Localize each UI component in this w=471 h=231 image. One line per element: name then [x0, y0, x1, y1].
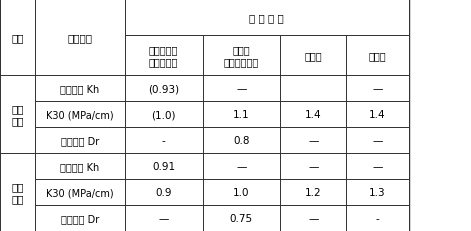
- Text: 1.4: 1.4: [305, 110, 322, 120]
- Bar: [125, 154, 203, 179]
- Text: 细粒土和粉
砂、改良土: 细粒土和粉 砂、改良土: [149, 45, 179, 67]
- Bar: [35, 154, 125, 179]
- Bar: [346, 128, 409, 154]
- Text: 碎石类: 碎石类: [369, 51, 386, 61]
- Bar: [0, 179, 35, 205]
- Bar: [35, 128, 125, 154]
- Text: 1.4: 1.4: [369, 110, 386, 120]
- Text: —: —: [308, 136, 318, 146]
- Text: 0.9: 0.9: [155, 187, 172, 197]
- Text: 1.2: 1.2: [305, 187, 322, 197]
- Bar: [203, 179, 280, 205]
- Bar: [0, 205, 35, 231]
- Bar: [0, 154, 35, 179]
- Bar: [125, 102, 203, 128]
- Text: 位置: 位置: [11, 33, 24, 43]
- Bar: [203, 76, 280, 102]
- Text: 相对密度 Dr: 相对密度 Dr: [61, 213, 99, 223]
- Bar: [203, 36, 280, 76]
- Bar: [346, 179, 409, 205]
- Bar: [0, 0, 35, 76]
- Bar: [346, 205, 409, 231]
- Bar: [280, 128, 346, 154]
- Bar: [280, 76, 346, 102]
- Bar: [125, 179, 203, 205]
- Bar: [125, 76, 203, 102]
- Bar: [35, 76, 125, 102]
- Text: -: -: [376, 213, 379, 223]
- Bar: [203, 154, 280, 179]
- Text: 压实系数 Kh: 压实系数 Kh: [60, 161, 100, 171]
- Bar: [0, 76, 35, 154]
- Bar: [0, 102, 35, 128]
- Text: 基床
底层: 基床 底层: [11, 182, 24, 203]
- Text: 基床
表层: 基床 表层: [11, 104, 24, 126]
- Bar: [346, 102, 409, 128]
- Bar: [280, 205, 346, 231]
- Text: (0.93): (0.93): [148, 84, 179, 94]
- Bar: [0, 0, 409, 231]
- Text: 相对密度 Dr: 相对密度 Dr: [61, 136, 99, 146]
- Text: 1.0: 1.0: [233, 187, 250, 197]
- Bar: [125, 36, 203, 76]
- Text: 填 料 类 别: 填 料 类 别: [250, 13, 284, 23]
- Text: 压实系数 Kh: 压实系数 Kh: [60, 84, 100, 94]
- Text: —: —: [372, 161, 383, 171]
- Text: 1.3: 1.3: [369, 187, 386, 197]
- Bar: [346, 36, 409, 76]
- Text: K30 (MPa/cm): K30 (MPa/cm): [46, 187, 114, 197]
- Bar: [35, 102, 125, 128]
- Text: K30 (MPa/cm): K30 (MPa/cm): [46, 110, 114, 120]
- Bar: [280, 102, 346, 128]
- Text: 压实指标: 压实指标: [67, 33, 93, 43]
- Text: —: —: [236, 161, 247, 171]
- Text: (1.0): (1.0): [151, 110, 176, 120]
- Bar: [280, 36, 346, 76]
- Text: 砾石类: 砾石类: [304, 51, 322, 61]
- Text: —: —: [158, 213, 169, 223]
- Bar: [125, 0, 409, 36]
- Bar: [35, 179, 125, 205]
- Bar: [280, 154, 346, 179]
- Text: —: —: [308, 161, 318, 171]
- Bar: [35, 205, 125, 231]
- Bar: [125, 128, 203, 154]
- Text: 0.91: 0.91: [152, 161, 175, 171]
- Text: —: —: [308, 213, 318, 223]
- Bar: [280, 179, 346, 205]
- Text: —: —: [372, 84, 383, 94]
- Bar: [346, 154, 409, 179]
- Text: -: -: [162, 136, 165, 146]
- Bar: [346, 76, 409, 102]
- Text: 0.8: 0.8: [233, 136, 250, 146]
- Bar: [203, 102, 280, 128]
- Bar: [0, 154, 35, 231]
- Bar: [203, 128, 280, 154]
- Text: —: —: [236, 84, 247, 94]
- Text: 0.75: 0.75: [230, 213, 253, 223]
- Bar: [203, 205, 280, 231]
- Text: 砂类土
（粉砂除外）: 砂类土 （粉砂除外）: [224, 45, 259, 67]
- Bar: [0, 128, 35, 154]
- Text: —: —: [372, 136, 383, 146]
- Text: 1.1: 1.1: [233, 110, 250, 120]
- Bar: [125, 205, 203, 231]
- Bar: [0, 76, 35, 102]
- Bar: [35, 0, 125, 76]
